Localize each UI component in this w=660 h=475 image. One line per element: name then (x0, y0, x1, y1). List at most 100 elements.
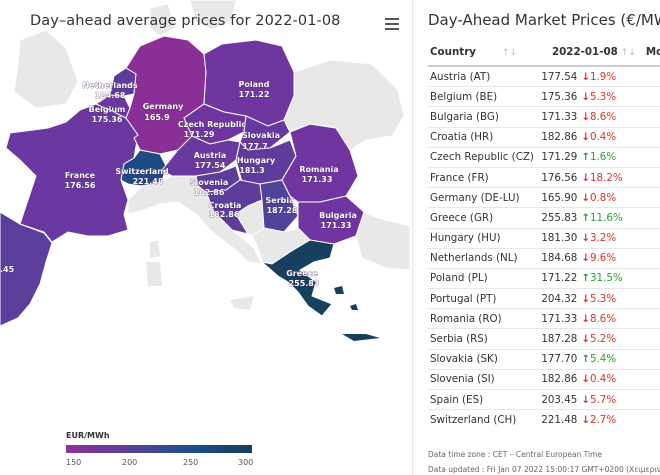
cell-change: ↓9.6% (577, 247, 636, 269)
cell-month: 171.8 (635, 388, 660, 410)
sort-arrows-icon[interactable]: ↑↓ (620, 47, 636, 58)
table-row[interactable]: Slovakia (SK)177.70↑5.4%130.6 (428, 348, 660, 370)
cell-price: 171.33 (533, 308, 578, 329)
cell-change: ↓8.6% (577, 106, 636, 128)
cell-price: 181.30 (533, 227, 578, 249)
cell-price: 177.70 (533, 348, 578, 370)
table-row[interactable]: Croatia (HR)182.86↓0.4%145.0 (428, 126, 660, 148)
column-header-country[interactable]: Country ↑↓ (428, 38, 534, 67)
label-germany-name: Germany (143, 102, 184, 111)
table-row[interactable]: Serbia (RS)187.28↓5.2%155.4 (428, 328, 660, 350)
label-serbia-price: 187.28 (267, 206, 298, 215)
hamburger-menu-icon[interactable] (385, 18, 399, 30)
table-row[interactable]: Hungary (HU)181.30↓3.2%142.7 (428, 227, 660, 249)
country-bulgaria[interactable] (297, 195, 365, 245)
country-denmark[interactable] (149, 3, 177, 37)
cell-country: Slovakia (SK) (428, 348, 534, 370)
label-netherlands-price: 184.68 (95, 91, 126, 100)
island-corsica[interactable] (150, 240, 160, 258)
arrow-down-icon: ↓ (581, 171, 590, 184)
cell-month: 136.8 (635, 106, 660, 128)
country-switzerland[interactable] (120, 149, 167, 187)
cell-month: 129.8 (635, 146, 660, 168)
prices-table: Country↑↓ 2022-01-08↑↓ Month-to Austria … (428, 38, 660, 430)
greece-island[interactable] (350, 304, 358, 310)
cell-country: Slovenia (SI) (428, 368, 534, 390)
table-row[interactable]: Netherlands (NL)184.68↓9.6%151.2 (428, 247, 660, 269)
label-bulgaria-name: Bulgaria (319, 211, 357, 220)
country-greece[interactable] (260, 239, 335, 317)
cell-price: 204.32 (533, 288, 578, 309)
country-uk[interactable] (13, 29, 79, 109)
cell-change: ↓0.4% (577, 126, 636, 148)
country-italy[interactable] (127, 175, 263, 265)
table-row[interactable]: Czech Republic (CZ)171.29↑1.6%129.8 (428, 146, 660, 168)
label-hungary-price: 181.3 (239, 166, 264, 175)
cell-country: France (FR) (428, 166, 534, 188)
country-ukraine[interactable] (283, 59, 405, 151)
legend-tick-200: 200 (122, 458, 138, 467)
cell-change: ↓1.9% (577, 65, 636, 87)
table-row[interactable]: Portugal (PT)204.32↓5.3%172.1 (428, 288, 660, 309)
cell-month: 172.1 (635, 288, 660, 309)
label-croatia-name: Croatia (209, 201, 242, 210)
cell-country: Germany (DE-LU) (428, 187, 534, 208)
greece-island[interactable] (334, 286, 344, 294)
label-serbia-name: Serbia (266, 196, 295, 205)
label-poland-name: Poland (239, 80, 270, 89)
table-row[interactable]: Austria (AT)177.54↓1.9%133.8 (428, 65, 660, 87)
island-sardinia[interactable] (146, 262, 162, 286)
europe-map[interactable]: Netherlands 184.68 Belgium 175.36 German… (0, 0, 410, 475)
footer-updated: Data updated : Fri Jan 07 2022 15:00:17 … (428, 465, 660, 474)
cell-price: 182.86 (533, 126, 578, 148)
table-row[interactable]: Spain (ES)203.45↓5.7%171.8 (428, 388, 660, 410)
island-sicily[interactable] (230, 296, 254, 310)
country-turkey[interactable] (355, 211, 410, 271)
cell-country: Bulgaria (BG) (428, 106, 534, 128)
legend-tick-300: 300 (238, 458, 254, 467)
cell-change: ↓5.7% (577, 388, 636, 410)
column-header-date[interactable]: 2022-01-08 ↑↓ (533, 38, 636, 67)
arrow-down-icon: ↓ (581, 373, 590, 386)
label-slovenia-name: Slovenia (190, 178, 228, 187)
table-row[interactable]: Switzerland (CH)221.48↓2.7%167.4 (428, 409, 660, 430)
label-croatia-price: 182.86 (209, 210, 240, 219)
table-row[interactable]: Germany (DE-LU)165.90↓0.8%124.3 (428, 187, 660, 208)
table-row[interactable]: Greece (GR)255.83↑11.6%185.9 (428, 207, 660, 228)
cell-price: 165.90 (533, 187, 578, 208)
cell-price: 171.22 (533, 267, 578, 289)
table-row[interactable]: Belgium (BE)175.36↓5.3%138.1 (428, 86, 660, 107)
column-header-month[interactable]: Month-to (635, 38, 660, 67)
table-row[interactable]: Romania (RO)171.33↓8.6%137.5 (428, 308, 660, 329)
cell-price: 221.48 (533, 409, 578, 430)
arrow-up-icon: ↑ (581, 272, 590, 285)
cell-month: 145.0 (635, 126, 660, 148)
cell-month: 185.9 (635, 207, 660, 228)
cell-month: 148.5 (635, 166, 660, 188)
sort-arrows-icon[interactable]: ↑↓ (502, 47, 518, 58)
cell-change: ↓3.2% (577, 227, 636, 249)
cell-month: 145.0 (635, 368, 660, 390)
cell-month: 167.4 (635, 409, 660, 430)
cell-month: 137.5 (635, 308, 660, 329)
cell-price: 177.54 (533, 65, 578, 87)
label-germany-price: 165.9 (144, 113, 170, 122)
table-row[interactable]: Slovenia (SI)182.86↓0.4%145.0 (428, 368, 660, 390)
arrow-down-icon: ↓ (581, 90, 590, 103)
label-france-name: France (65, 171, 96, 180)
cell-country: Greece (GR) (428, 207, 534, 228)
table-row[interactable]: Poland (PL)171.22↑31.5%120.8 (428, 267, 660, 289)
table-row[interactable]: France (FR)176.56↓18.2%148.5 (428, 166, 660, 188)
table-row[interactable]: Bulgaria (BG)171.33↓8.6%136.8 (428, 106, 660, 128)
cell-month: 133.8 (635, 65, 660, 87)
country-sweden[interactable] (189, 0, 237, 31)
greece-crete[interactable] (342, 334, 380, 341)
country-romania[interactable] (281, 123, 359, 203)
cell-country: Poland (PL) (428, 267, 534, 289)
cell-change: ↓5.2% (577, 328, 636, 350)
cell-change: ↓2.7% (577, 409, 636, 430)
label-belgium-name: Belgium (89, 105, 126, 114)
cell-price: 171.33 (533, 106, 578, 128)
label-hungary-name: Hungary (237, 156, 276, 165)
cell-month: 124.3 (635, 187, 660, 208)
